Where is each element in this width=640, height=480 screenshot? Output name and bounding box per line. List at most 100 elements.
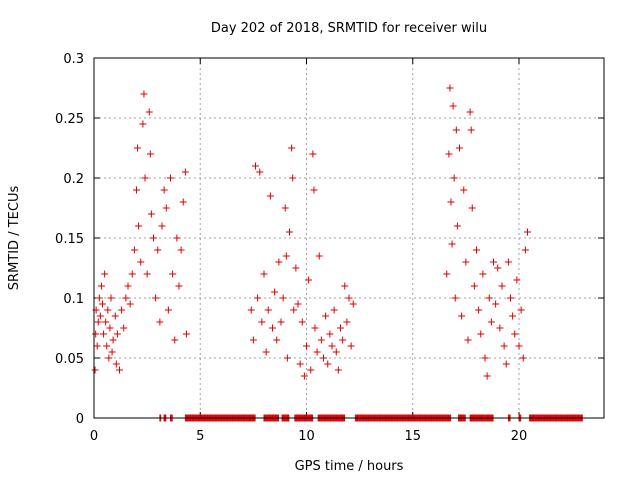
data-point (140, 90, 148, 98)
data-point (477, 330, 485, 338)
data-point (492, 300, 500, 308)
data-point (468, 204, 476, 212)
data-point (256, 168, 264, 176)
data-point (130, 246, 138, 254)
data-point (247, 306, 255, 314)
data-point (511, 330, 519, 338)
data-point (128, 270, 136, 278)
data-point (92, 330, 100, 338)
data-point (282, 252, 290, 260)
data-point (133, 186, 140, 194)
data-point (313, 348, 321, 356)
data-point (101, 270, 109, 278)
data-point (275, 258, 283, 266)
x-axis-label: GPS time / hours (295, 459, 404, 474)
y-tick-label: 0.1 (63, 292, 84, 307)
chart-title: Day 202 of 2018, SRMTID for receiver wil… (211, 21, 487, 36)
data-point (120, 324, 128, 332)
data-point (271, 288, 279, 296)
data-point (286, 228, 293, 236)
y-tick-label: 0.3 (63, 52, 84, 67)
data-point (111, 312, 119, 320)
data-point (517, 306, 525, 314)
data-point (452, 126, 460, 134)
data-point (524, 228, 531, 236)
data-point (134, 144, 142, 152)
data-point (296, 360, 304, 368)
data-point (135, 222, 143, 230)
data-point (466, 108, 474, 116)
data-point (288, 144, 296, 152)
data-point (158, 222, 166, 230)
data-point (470, 282, 478, 290)
data-point (175, 282, 183, 290)
y-tick-label: 0.15 (55, 232, 84, 247)
data-point (167, 174, 174, 182)
data-point (300, 372, 308, 380)
data-point (254, 294, 262, 302)
data-point (124, 282, 132, 290)
data-point (334, 366, 342, 374)
data-point (349, 300, 357, 308)
data-point (106, 324, 114, 332)
grid (94, 58, 604, 418)
data-point (171, 336, 179, 344)
data-point (448, 240, 456, 248)
data-point (260, 270, 268, 278)
data-point (519, 354, 527, 362)
data-points (91, 84, 586, 422)
data-point (179, 198, 187, 206)
data-point (343, 318, 351, 326)
data-point (315, 252, 323, 260)
data-point (105, 354, 113, 362)
x-tick-label: 20 (511, 429, 528, 444)
data-point (298, 318, 306, 326)
data-point (102, 318, 110, 326)
data-point (451, 294, 459, 302)
data-point (266, 192, 274, 200)
data-point (289, 174, 297, 182)
data-point (146, 150, 154, 158)
y-tick-label: 0.2 (63, 172, 84, 187)
data-point (94, 318, 102, 326)
data-point (173, 234, 181, 242)
y-axis-label: SRMTID / TECUs (7, 186, 22, 291)
plot-frame (93, 57, 605, 419)
data-point (328, 342, 336, 350)
data-point (467, 126, 475, 134)
data-point (145, 108, 153, 116)
x-tick-label: 5 (196, 429, 204, 444)
data-point (303, 342, 310, 350)
data-point (339, 336, 347, 344)
data-point (483, 372, 491, 380)
data-point (322, 312, 330, 320)
data-point (96, 312, 104, 320)
data-point (162, 204, 170, 212)
data-point (116, 366, 123, 374)
data-point (307, 366, 315, 374)
data-point (475, 306, 483, 314)
data-point (341, 282, 349, 290)
data-point (181, 168, 189, 176)
ticks: 0 0.05 0.1 0.15 0.2 0.25 0.3 0 5 10 15 20 (55, 52, 604, 444)
data-point (449, 102, 457, 110)
data-point (150, 234, 157, 242)
data-point (107, 294, 115, 302)
data-point (320, 354, 327, 362)
data-point (487, 318, 495, 326)
data-point (332, 348, 340, 356)
data-point (515, 342, 523, 350)
y-tick-label: 0.25 (55, 112, 84, 127)
data-point (143, 270, 151, 278)
data-point (446, 84, 454, 92)
data-point (494, 264, 502, 272)
data-point (324, 360, 332, 368)
data-point (443, 270, 451, 278)
data-point (122, 294, 130, 302)
data-point (93, 342, 101, 350)
data-point (281, 204, 289, 212)
data-point (182, 330, 190, 338)
data-point (262, 348, 270, 356)
data-point (458, 312, 466, 320)
